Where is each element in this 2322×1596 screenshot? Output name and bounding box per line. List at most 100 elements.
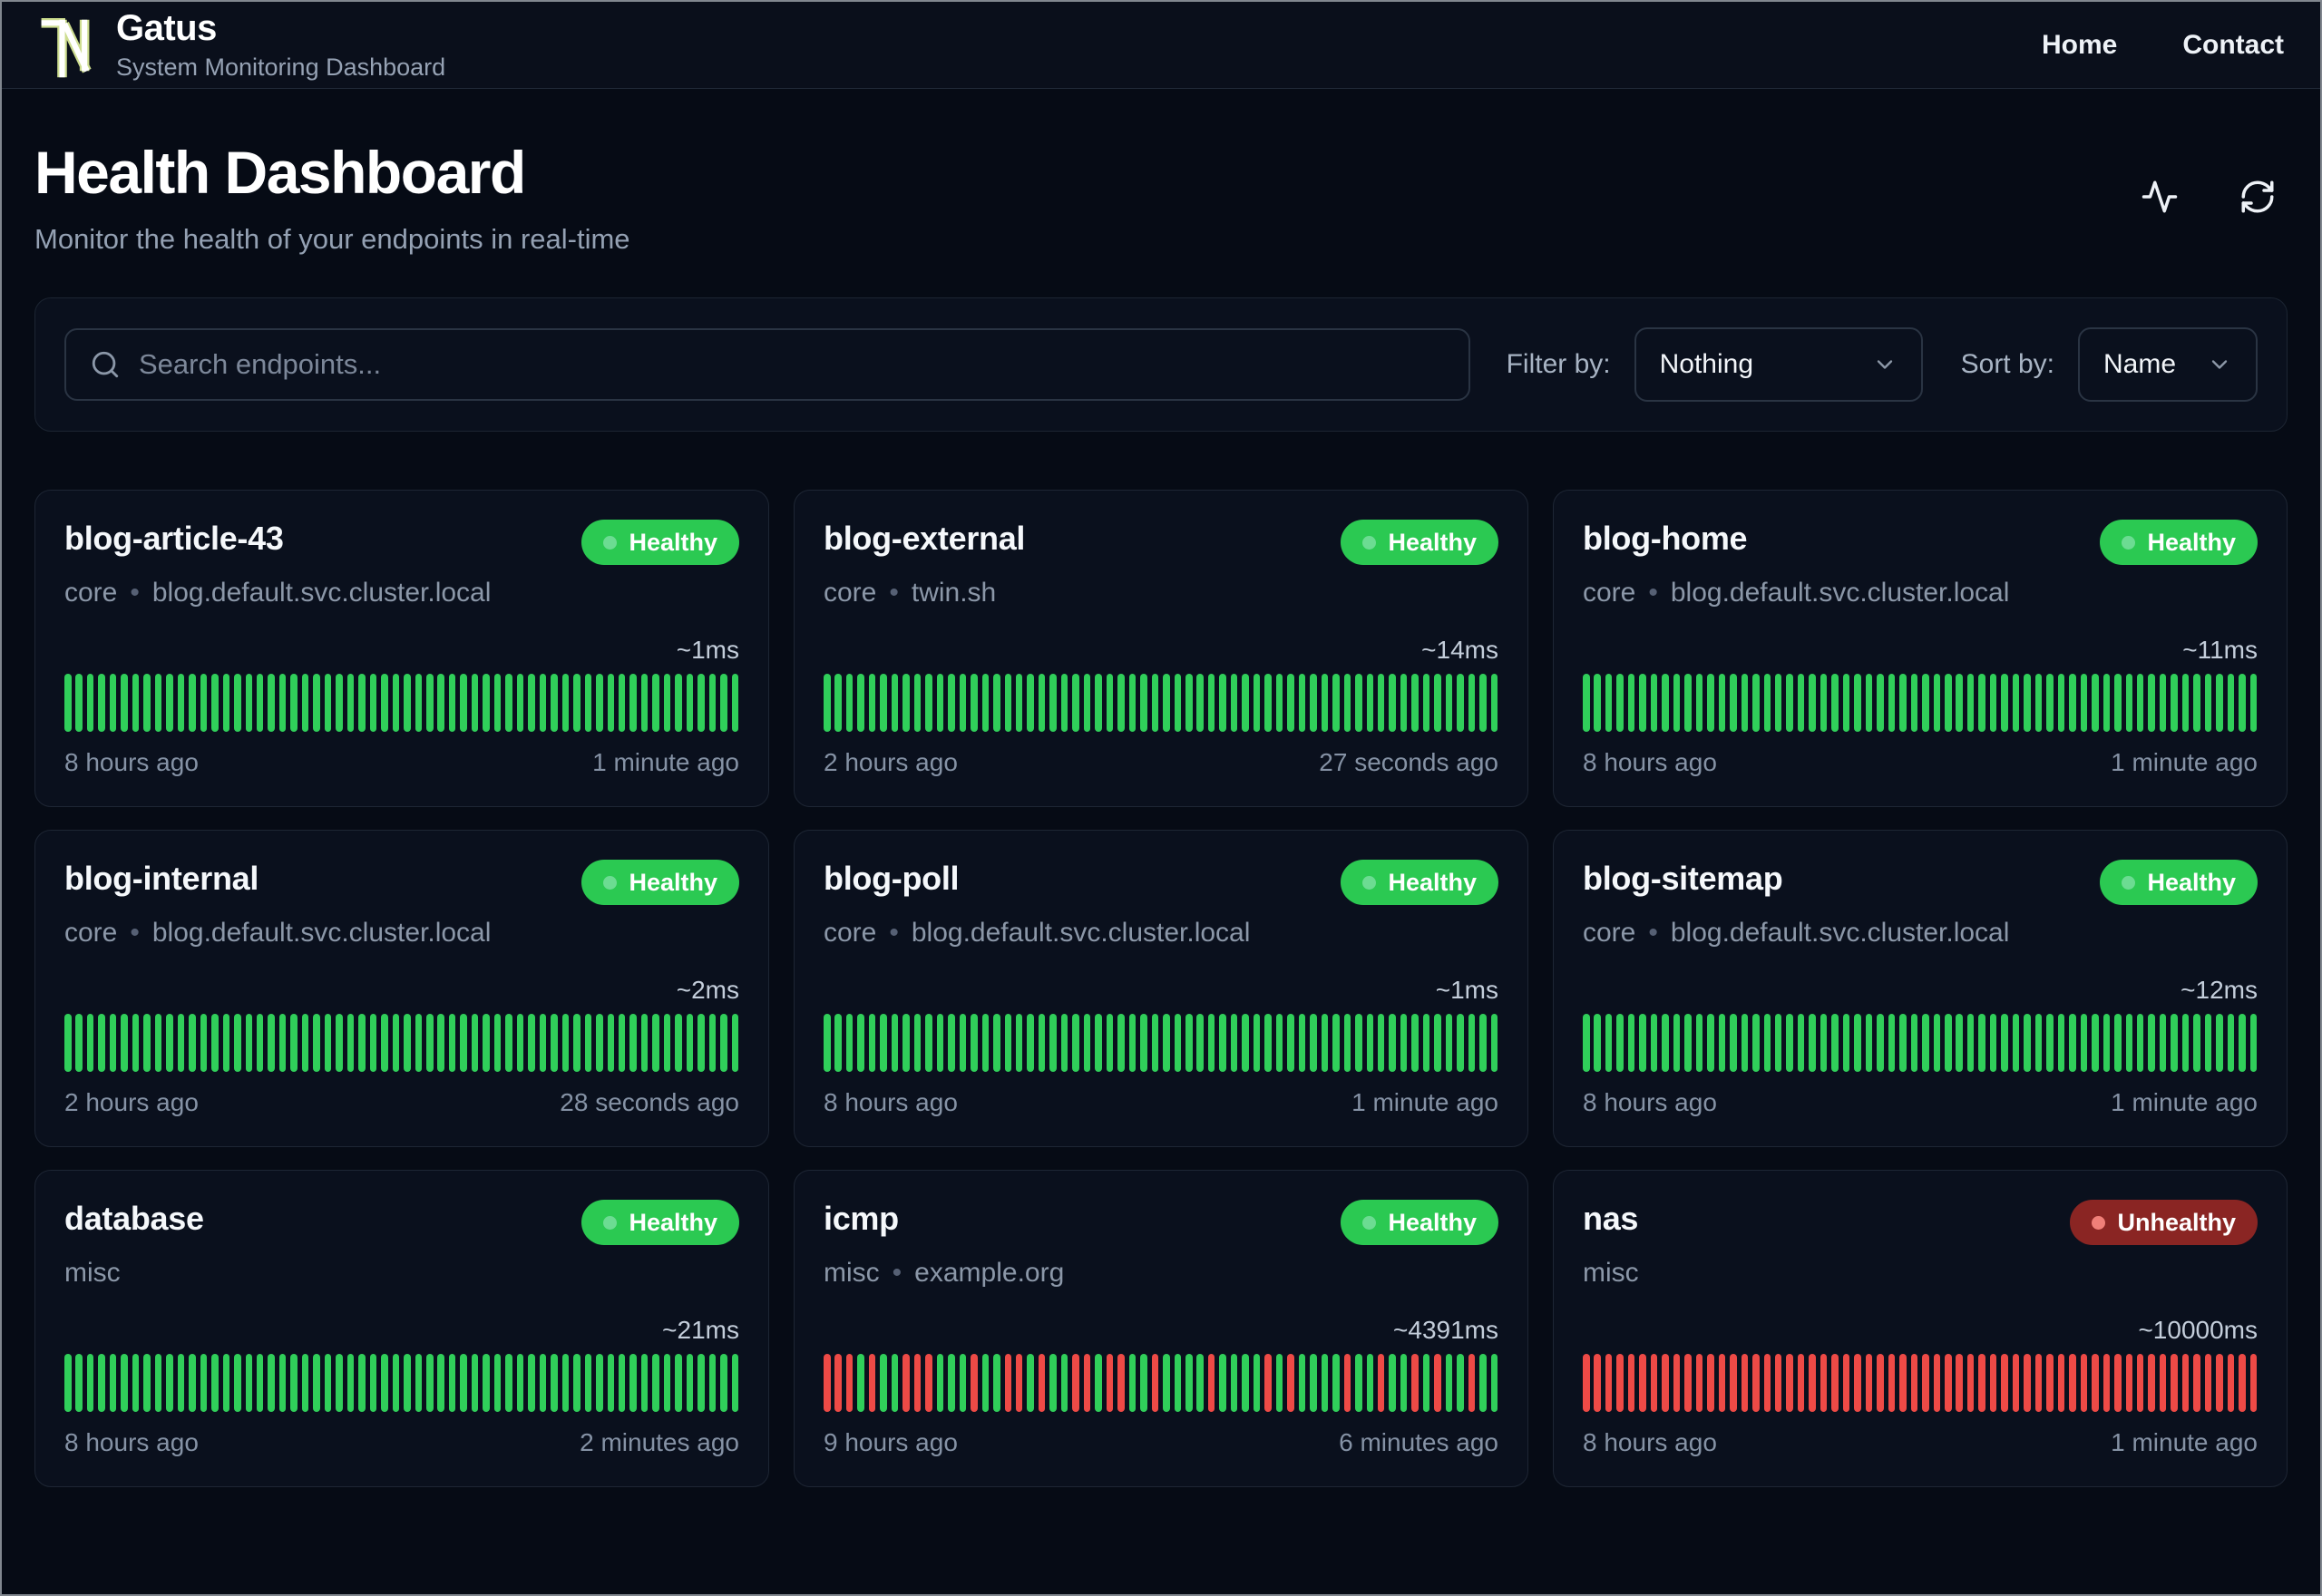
time-range-end: 1 minute ago: [1351, 1088, 1498, 1116]
uptime-bars: [824, 674, 1498, 732]
nav-link-home[interactable]: Home: [2041, 29, 2118, 60]
uptime-bar-up: [256, 674, 264, 732]
uptime-bar-up: [1752, 1014, 1760, 1072]
hero-actions: [2141, 178, 2277, 216]
main-nav: Home Contact: [2042, 30, 2284, 61]
uptime-bar-up: [222, 1354, 230, 1412]
chevron-down-icon: [2211, 360, 2228, 369]
uptime-bar-up: [234, 674, 241, 732]
endpoint-card[interactable]: icmp Healthy misc • example.org ~4391ms …: [794, 1170, 1528, 1487]
uptime-bar-up: [2239, 674, 2246, 732]
uptime-bar-up: [278, 674, 287, 732]
uptime-bar-up: [278, 1354, 287, 1412]
uptime-bar-up: [301, 1354, 309, 1412]
uptime-bar-down: [2181, 1354, 2190, 1412]
endpoint-meta: core • blog.default.svc.cluster.local: [64, 918, 739, 949]
uptime-bar-up: [1978, 1014, 1985, 1072]
latency-value: ~1ms: [676, 636, 739, 664]
filter-select[interactable]: Nothing: [1634, 327, 1923, 402]
time-range: 8 hours ago 2 minutes ago: [64, 1428, 739, 1457]
uptime-bar-up: [121, 1014, 128, 1072]
uptime-bar-up: [1479, 1354, 1487, 1412]
uptime-bar-down: [2092, 1354, 2099, 1412]
uptime-bar-up: [2249, 674, 2258, 732]
latency-value: ~14ms: [1421, 636, 1498, 664]
endpoint-card[interactable]: blog-home Healthy core • blog.default.sv…: [1553, 490, 2288, 807]
endpoint-card[interactable]: blog-internal Healthy core • blog.defaul…: [34, 830, 769, 1147]
uptime-bar-up: [675, 1354, 682, 1412]
endpoint-meta: core • blog.default.svc.cluster.local: [824, 918, 1498, 949]
uptime-bar-down: [2069, 1354, 2076, 1412]
uptime-bar-up: [268, 1354, 275, 1412]
uptime-bar-up: [857, 1354, 864, 1412]
uptime-bar-up: [1594, 1014, 1601, 1072]
uptime-bar-up: [109, 1014, 117, 1072]
uptime-bar-up: [177, 1354, 185, 1412]
uptime-bar-up: [618, 1014, 626, 1072]
uptime-bar-up: [460, 1354, 467, 1412]
endpoint-card[interactable]: nas Unhealthy misc ~10000ms 8 hours ago …: [1553, 1170, 2288, 1487]
uptime-bar-up: [1004, 674, 1011, 732]
uptime-bar-up: [663, 674, 671, 732]
endpoint-card[interactable]: blog-poll Healthy core • blog.default.sv…: [794, 830, 1528, 1147]
uptime-bar-up: [1490, 1354, 1498, 1412]
uptime-bar-down: [1117, 1354, 1125, 1412]
endpoint-card[interactable]: blog-external Healthy core • twin.sh ~14…: [794, 490, 1528, 807]
uptime-bar-up: [1298, 1354, 1306, 1412]
uptime-bar-up: [1922, 1014, 1929, 1072]
uptime-bar-up: [640, 1014, 649, 1072]
uptime-bar-up: [516, 1354, 524, 1412]
uptime-bar-up: [880, 674, 887, 732]
nav-link-contact[interactable]: Contact: [2182, 29, 2284, 60]
uptime-bar-up: [539, 674, 547, 732]
uptime-bar-up: [245, 674, 252, 732]
uptime-bars: [1583, 674, 2258, 732]
uptime-bar-up: [2136, 674, 2144, 732]
uptime-bar-up: [891, 674, 899, 732]
activity-icon[interactable]: [2141, 178, 2179, 216]
uptime-bar-down: [1207, 1354, 1215, 1412]
uptime-bar-up: [1490, 674, 1498, 732]
uptime-bar-up: [1355, 1014, 1362, 1072]
uptime-bar-up: [948, 1354, 955, 1412]
endpoint-card[interactable]: database Healthy misc ~21ms 8 hours ago …: [34, 1170, 769, 1487]
time-range-start: 2 hours ago: [824, 748, 958, 776]
card-header: blog-article-43 Healthy: [64, 520, 739, 565]
endpoint-card[interactable]: blog-sitemap Healthy core • blog.default…: [1553, 830, 2288, 1147]
uptime-bar-up: [1831, 674, 1839, 732]
uptime-bar-up: [1027, 674, 1034, 732]
uptime-bar-up: [959, 1354, 967, 1412]
uptime-bar-up: [346, 1354, 355, 1412]
uptime-bar-up: [64, 1354, 72, 1412]
search-box[interactable]: [64, 328, 1470, 401]
uptime-bar-up: [392, 1014, 400, 1072]
uptime-bar-up: [437, 674, 444, 732]
uptime-bar-up: [1174, 1014, 1182, 1072]
uptime-bar-up: [2227, 1014, 2235, 1072]
uptime-bar-up: [358, 1014, 366, 1072]
uptime-bar-up: [1151, 674, 1159, 732]
uptime-bar-up: [483, 1354, 490, 1412]
page-title: Health Dashboard: [34, 139, 526, 206]
sort-select[interactable]: Name: [2078, 327, 2258, 402]
time-range: 8 hours ago 1 minute ago: [824, 1088, 1498, 1117]
uptime-bar-up: [483, 1014, 490, 1072]
uptime-bar-up: [1219, 1014, 1226, 1072]
search-input[interactable]: [139, 348, 1445, 381]
uptime-bar-up: [471, 1014, 479, 1072]
uptime-bar-up: [1639, 674, 1646, 732]
endpoint-card[interactable]: blog-article-43 Healthy core • blog.defa…: [34, 490, 769, 807]
status-label: Healthy: [1388, 868, 1477, 896]
endpoint-group: core: [824, 578, 877, 608]
uptime-bar-up: [1060, 1014, 1068, 1072]
uptime-bar-down: [1741, 1354, 1749, 1412]
uptime-bar-down: [868, 1354, 876, 1412]
uptime-bar-up: [1140, 1014, 1147, 1072]
uptime-bar-up: [2046, 1014, 2054, 1072]
uptime-bar-down: [2216, 1354, 2223, 1412]
time-range-end: 1 minute ago: [2111, 1428, 2258, 1456]
uptime-bar-up: [1695, 674, 1703, 732]
status-dot-icon: [603, 875, 618, 890]
refresh-icon[interactable]: [2239, 178, 2277, 216]
uptime-bar-up: [1310, 1354, 1317, 1412]
